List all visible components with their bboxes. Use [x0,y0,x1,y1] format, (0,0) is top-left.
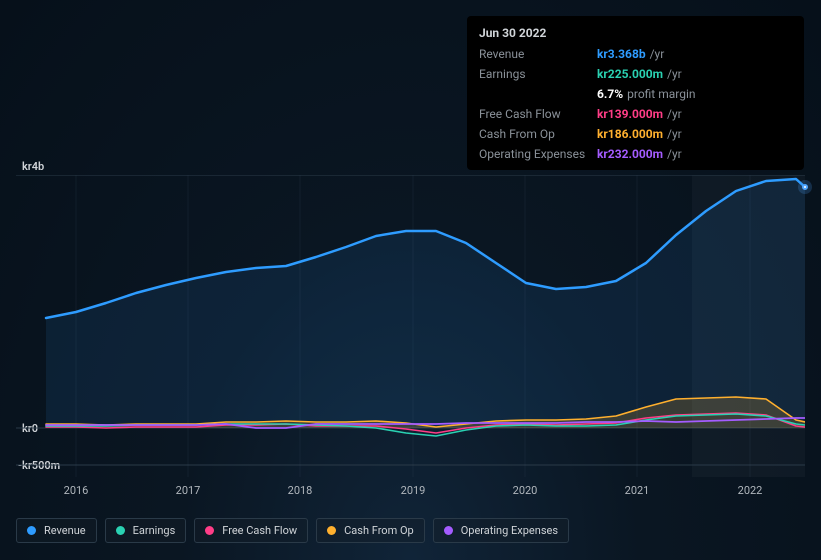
legend-item[interactable]: Free Cash Flow [194,518,308,543]
tooltip-value: kr3.368b [597,47,646,61]
tooltip-label: Free Cash Flow [479,107,597,121]
tooltip-value: kr186.000m [597,127,663,141]
x-axis-tick: 2017 [176,484,201,497]
x-axis-tick: 2020 [513,484,538,497]
x-axis-tick: 2021 [625,484,650,497]
tooltip-value: kr139.000m [597,107,663,121]
legend-item[interactable]: Earnings [105,518,187,543]
legend-swatch [327,526,336,535]
legend-swatch [116,526,125,535]
y-axis-label: kr4b [22,160,44,173]
legend-label: Cash From Op [344,524,414,537]
tooltip-row-earnings: Earnings kr225.000m /yr [467,64,804,84]
tooltip-pm-label: profit margin [627,87,695,101]
tooltip-date: Jun 30 2022 [467,22,804,44]
x-axis-tick: 2016 [64,484,89,497]
tooltip-label: Operating Expenses [479,147,597,161]
tooltip-suffix: /yr [667,147,682,161]
legend-swatch [444,526,453,535]
tooltip-row-cfo: Cash From Op kr186.000m /yr [467,124,804,144]
legend-label: Earnings [133,524,176,537]
legend-label: Operating Expenses [461,524,558,537]
legend-label: Free Cash Flow [222,524,297,537]
tooltip-label: Earnings [479,67,597,81]
tooltip-label: Revenue [479,47,597,61]
x-axis-tick: 2019 [401,484,426,497]
x-axis-tick: 2022 [738,484,763,497]
x-axis-tick: 2018 [288,484,313,497]
chart-tooltip: Jun 30 2022 Revenue kr3.368b /yr Earning… [467,16,804,170]
tooltip-value: kr232.000m [597,147,663,161]
tooltip-row-margin: 6.7% profit margin [467,84,804,104]
tooltip-suffix: /yr [667,67,682,81]
tooltip-suffix: /yr [667,127,682,141]
tooltip-row-fcf: Free Cash Flow kr139.000m /yr [467,104,804,124]
legend-label: Revenue [44,524,86,537]
chart-legend: Revenue Earnings Free Cash Flow Cash From O… [16,518,569,543]
chart-cursor-dot [802,184,808,190]
tooltip-suffix: /yr [667,107,682,121]
financial-chart-panel: Jun 30 2022 Revenue kr3.368b /yr Earning… [0,0,821,560]
tooltip-row-opex: Operating Expenses kr232.000m /yr [467,144,804,164]
legend-item[interactable]: Cash From Op [316,518,425,543]
legend-item[interactable]: Revenue [16,518,97,543]
tooltip-suffix: /yr [650,47,665,61]
financials-line-chart[interactable] [16,175,805,477]
legend-swatch [205,526,214,535]
tooltip-pct: 6.7% [597,87,623,101]
tooltip-row-revenue: Revenue kr3.368b /yr [467,44,804,64]
legend-item[interactable]: Operating Expenses [433,518,569,543]
tooltip-label: Cash From Op [479,127,597,141]
tooltip-value: kr225.000m [597,67,663,81]
legend-swatch [27,526,36,535]
